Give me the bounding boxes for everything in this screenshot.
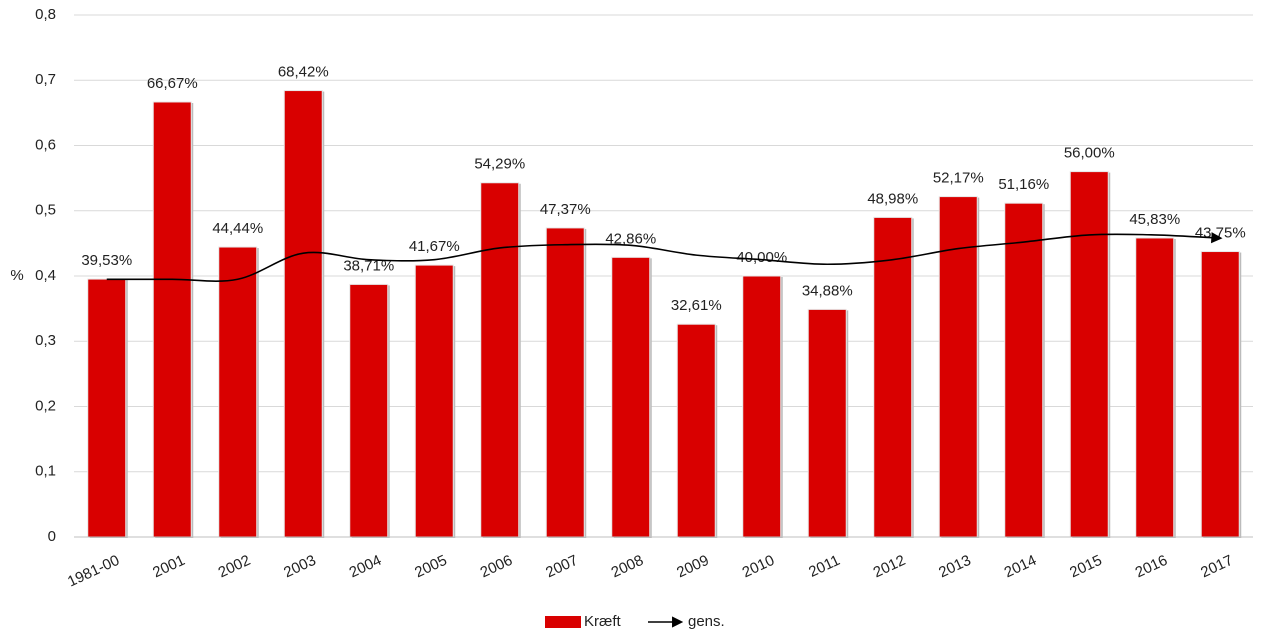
x-tick-label: 2006 — [478, 552, 515, 582]
bar — [545, 227, 585, 538]
x-tick-label: 2016 — [1133, 552, 1170, 582]
legend-label: gens. — [688, 613, 725, 630]
x-tick-label: 2001 — [150, 552, 187, 582]
legend-label: Kræft — [584, 613, 622, 630]
x-tick-label: 2015 — [1067, 552, 1104, 582]
x-tick-label: 1981-00 — [65, 552, 122, 591]
bar — [414, 264, 454, 538]
y-tick-label: 0,4 — [35, 267, 56, 284]
y-tick-label: 0,7 — [35, 71, 56, 88]
bar — [349, 283, 389, 538]
x-tick-label: 2005 — [412, 552, 449, 582]
x-tick-label: 2014 — [1002, 552, 1039, 582]
bar — [1069, 171, 1109, 538]
bar — [742, 275, 782, 538]
data-label: 52,17% — [933, 170, 984, 187]
x-tick-label: 2013 — [936, 552, 973, 582]
x-tick-label: 2008 — [609, 552, 646, 582]
y-tick-label: 0,6 — [35, 136, 56, 153]
bar — [611, 256, 651, 538]
bar — [1004, 202, 1044, 538]
data-label: 32,61% — [671, 297, 722, 314]
data-label: 41,67% — [409, 238, 460, 255]
data-label: 68,42% — [278, 64, 329, 81]
bar — [676, 323, 716, 538]
data-label: 34,88% — [802, 282, 853, 299]
x-tick-label: 2002 — [216, 552, 253, 582]
bar — [152, 101, 192, 538]
x-tick-label: 2009 — [674, 552, 711, 582]
bar — [807, 308, 847, 538]
bar — [938, 196, 978, 538]
y-axis-label: % — [10, 267, 23, 284]
data-label: 48,98% — [867, 190, 918, 207]
trend-line — [106, 232, 1223, 282]
bar — [873, 216, 913, 538]
data-label: 44,44% — [212, 220, 263, 237]
data-label: 38,71% — [343, 257, 394, 274]
x-tick-label: 2007 — [543, 552, 580, 582]
x-tick-label: 2010 — [740, 552, 777, 582]
y-tick-label: 0,5 — [35, 202, 56, 219]
data-label: 45,83% — [1129, 211, 1180, 228]
legend-swatch — [545, 616, 581, 628]
y-tick-label: 0 — [48, 528, 56, 545]
data-label: 47,37% — [540, 201, 591, 218]
bar — [480, 182, 520, 538]
data-label: 43,75% — [1195, 225, 1246, 242]
bar — [1200, 251, 1240, 538]
bar — [218, 246, 258, 538]
y-tick-label: 0,2 — [35, 397, 56, 414]
x-tick-label: 2011 — [806, 552, 842, 581]
data-label: 39,53% — [81, 252, 132, 269]
bar — [283, 90, 323, 538]
data-label: 51,16% — [998, 176, 1049, 193]
x-tick-label: 2004 — [347, 552, 384, 582]
y-tick-label: 0,3 — [35, 332, 56, 349]
bar — [1135, 237, 1175, 538]
data-label: 42,86% — [605, 230, 656, 247]
data-label: 40,00% — [736, 249, 787, 266]
data-label: 66,67% — [147, 75, 198, 92]
x-tick-label: 2003 — [281, 552, 318, 582]
y-tick-label: 0,8 — [35, 6, 56, 23]
y-tick-label: 0,1 — [35, 463, 56, 480]
x-tick-label: 2012 — [871, 552, 908, 582]
bar — [87, 278, 127, 538]
data-label: 54,29% — [474, 156, 525, 173]
data-label: 56,00% — [1064, 145, 1115, 162]
x-tick-label: 2017 — [1198, 552, 1235, 582]
